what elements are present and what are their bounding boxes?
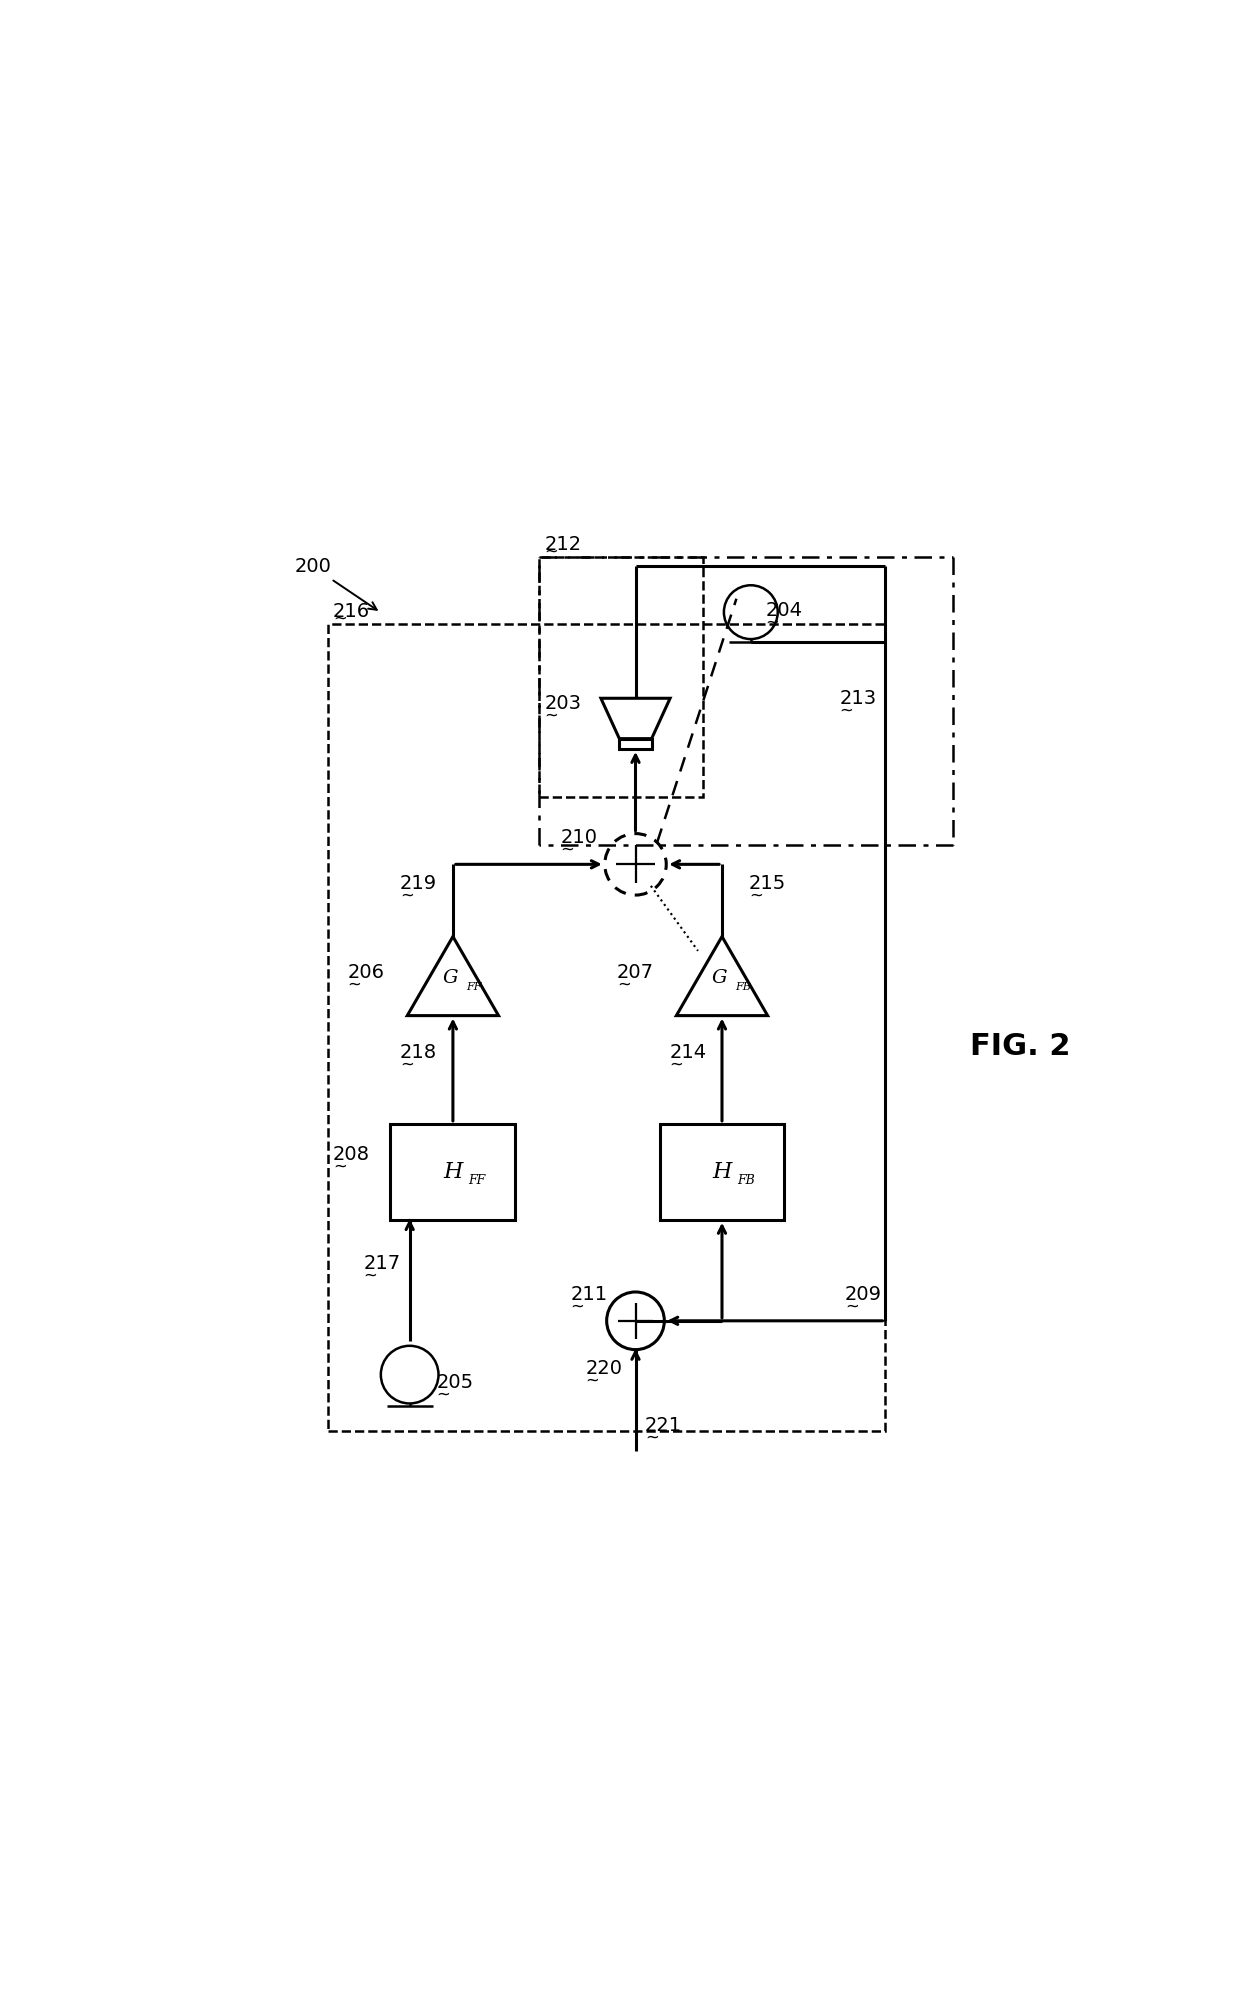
- Text: 214: 214: [670, 1042, 707, 1062]
- Text: 216: 216: [332, 603, 370, 621]
- Text: G: G: [712, 969, 727, 987]
- Text: G: G: [443, 969, 458, 987]
- Bar: [660, 1124, 785, 1220]
- Text: 204: 204: [765, 601, 802, 621]
- Text: ~: ~: [616, 975, 631, 993]
- Text: 203: 203: [544, 693, 582, 713]
- Text: ~: ~: [332, 1158, 347, 1176]
- Text: 207: 207: [616, 963, 653, 983]
- Text: ~: ~: [347, 975, 362, 993]
- Text: FF: FF: [466, 983, 482, 993]
- Text: FB: FB: [735, 983, 751, 993]
- Text: 208: 208: [332, 1146, 370, 1164]
- Text: 213: 213: [839, 689, 877, 707]
- Text: 217: 217: [363, 1254, 401, 1272]
- Text: FB: FB: [738, 1174, 755, 1186]
- Text: 221: 221: [645, 1416, 682, 1436]
- Text: ~: ~: [844, 1298, 859, 1316]
- Text: H: H: [712, 1160, 732, 1182]
- Text: FF: FF: [469, 1174, 486, 1186]
- Text: 212: 212: [544, 535, 582, 553]
- Text: 220: 220: [585, 1360, 622, 1378]
- Text: 218: 218: [401, 1042, 438, 1062]
- Text: 200: 200: [294, 557, 377, 609]
- Text: ~: ~: [749, 887, 763, 905]
- Text: ~: ~: [544, 543, 558, 561]
- Text: 209: 209: [844, 1284, 882, 1304]
- Text: ~: ~: [544, 707, 558, 725]
- Text: ~: ~: [401, 1056, 414, 1074]
- Text: ~: ~: [839, 701, 853, 719]
- Text: 211: 211: [570, 1284, 608, 1304]
- Text: 205: 205: [436, 1374, 474, 1392]
- Bar: [619, 739, 652, 749]
- Text: 219: 219: [401, 875, 438, 893]
- Text: ~: ~: [401, 887, 414, 905]
- Text: ~: ~: [436, 1386, 450, 1404]
- Text: 215: 215: [749, 875, 786, 893]
- Text: ~: ~: [670, 1056, 683, 1074]
- Text: FIG. 2: FIG. 2: [970, 1032, 1070, 1062]
- Text: H: H: [443, 1160, 463, 1182]
- Text: 210: 210: [560, 829, 598, 847]
- Text: ~: ~: [363, 1266, 377, 1284]
- Text: ~: ~: [645, 1430, 658, 1448]
- Bar: [391, 1124, 516, 1220]
- Text: ~: ~: [585, 1372, 599, 1390]
- Text: ~: ~: [570, 1298, 584, 1316]
- Text: 206: 206: [347, 963, 384, 983]
- Text: ~: ~: [560, 841, 574, 859]
- Text: ~: ~: [332, 609, 347, 627]
- Text: ~: ~: [765, 613, 779, 631]
